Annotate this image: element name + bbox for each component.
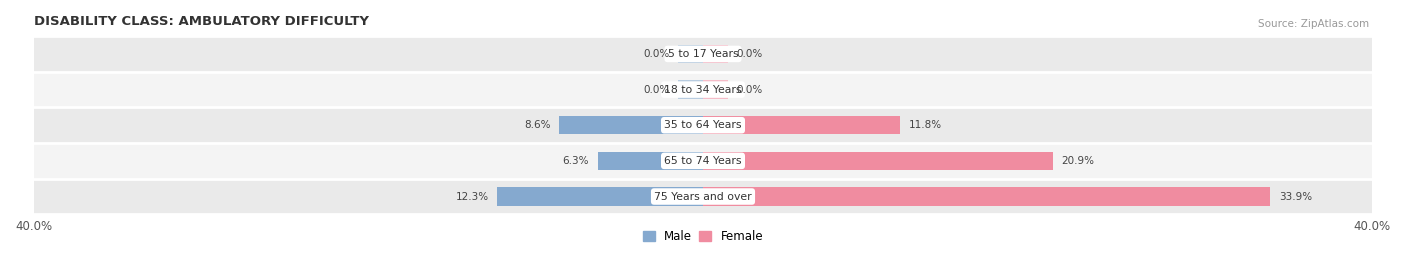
Text: 6.3%: 6.3% (562, 156, 589, 166)
Bar (34, 143, 1372, 179)
Text: 0.0%: 0.0% (737, 84, 762, 95)
Bar (34, 72, 1372, 107)
Bar (703, 45, 728, 63)
Bar (703, 187, 1271, 206)
Bar (560, 116, 703, 134)
Text: 11.8%: 11.8% (908, 120, 942, 130)
Text: 12.3%: 12.3% (456, 192, 489, 201)
Text: 0.0%: 0.0% (737, 49, 762, 59)
Bar (703, 152, 1053, 170)
Text: 75 Years and over: 75 Years and over (654, 192, 752, 201)
Bar (598, 152, 703, 170)
Text: 0.0%: 0.0% (644, 84, 669, 95)
Text: 18 to 34 Years: 18 to 34 Years (664, 84, 742, 95)
Text: 5 to 17 Years: 5 to 17 Years (668, 49, 738, 59)
Bar (34, 179, 1372, 214)
Text: 33.9%: 33.9% (1278, 192, 1312, 201)
Bar (34, 107, 1372, 143)
Text: 35 to 64 Years: 35 to 64 Years (664, 120, 742, 130)
Text: 20.9%: 20.9% (1062, 156, 1094, 166)
Bar (498, 187, 703, 206)
Bar (703, 80, 728, 99)
Bar (703, 116, 900, 134)
Bar (678, 45, 703, 63)
Text: 8.6%: 8.6% (524, 120, 551, 130)
Bar (34, 36, 1372, 72)
Text: 0.0%: 0.0% (644, 49, 669, 59)
Bar (678, 80, 703, 99)
Text: 65 to 74 Years: 65 to 74 Years (664, 156, 742, 166)
Text: Source: ZipAtlas.com: Source: ZipAtlas.com (1258, 19, 1369, 29)
Text: DISABILITY CLASS: AMBULATORY DIFFICULTY: DISABILITY CLASS: AMBULATORY DIFFICULTY (34, 15, 368, 28)
Legend: Male, Female: Male, Female (638, 225, 768, 248)
